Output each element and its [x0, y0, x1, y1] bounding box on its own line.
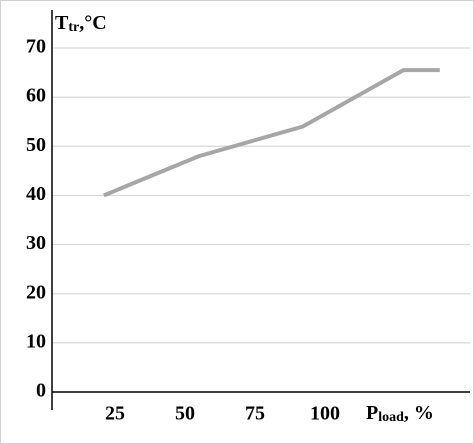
x-tick-label: 25 [105, 403, 125, 425]
y-tick-label: 20 [26, 281, 46, 303]
x-tick-label: 100 [310, 403, 340, 425]
y-tick-label: 10 [26, 330, 46, 352]
y-tick-label: 50 [26, 134, 46, 156]
line [103, 68, 440, 198]
y-tick-label: 60 [26, 85, 46, 107]
y-tick-label: 70 [26, 36, 46, 58]
x-tick-label: 50 [175, 403, 195, 425]
y-tick-label: 30 [26, 232, 46, 254]
x-tick-label: 75 [245, 403, 265, 425]
y-tick-label: 0 [36, 380, 46, 402]
y-tick-label: 40 [26, 183, 46, 205]
y-axis-label: Ttr,°C [55, 12, 107, 36]
x-axis-label: Pload, % [366, 402, 434, 426]
